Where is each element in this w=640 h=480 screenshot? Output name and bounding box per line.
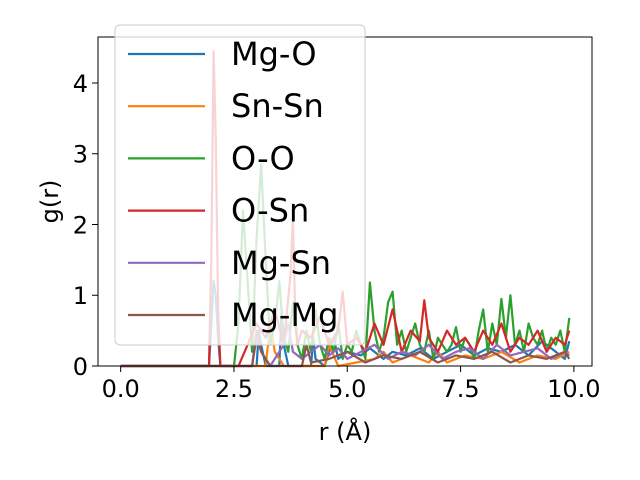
legend: Mg-O Sn-Sn O-O O-Sn Mg-Sn Mg-Mg	[114, 24, 366, 346]
y-axis: 0 1 2 3 4	[73, 70, 98, 381]
x-tick-label: 2.5	[215, 375, 253, 403]
x-tick-label: 5.0	[328, 375, 366, 403]
y-tick-label: 3	[73, 141, 88, 169]
series-line-5	[120, 329, 571, 368]
x-tick-label: 7.5	[441, 375, 479, 403]
y-tick-label: 2	[73, 211, 88, 239]
x-axis: 0.0 2.5 5.0 7.5 10.0	[102, 366, 601, 403]
legend-label: O-Sn	[231, 192, 309, 230]
y-tick-label: 4	[73, 70, 88, 98]
legend-label: Mg-Mg	[231, 296, 338, 334]
x-tick-label: 0.0	[102, 375, 140, 403]
x-tick-label: 10.0	[547, 375, 600, 403]
legend-box	[114, 24, 366, 346]
y-axis-title: g(r)	[36, 180, 64, 224]
series-line-4	[120, 322, 570, 368]
y-tick-label: 0	[73, 353, 88, 381]
legend-label: Mg-Sn	[231, 244, 331, 282]
x-axis-title: r (Å)	[319, 417, 372, 446]
legend-label: Sn-Sn	[231, 87, 324, 125]
legend-label: Mg-O	[231, 35, 317, 73]
y-tick-label: 1	[73, 282, 88, 310]
legend-label: O-O	[231, 139, 295, 177]
